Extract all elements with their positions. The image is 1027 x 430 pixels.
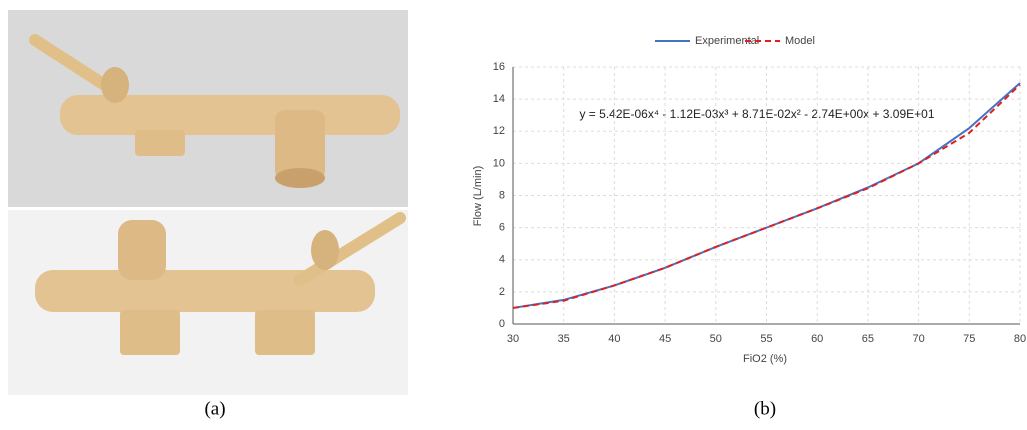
legend-label: Experimental xyxy=(695,35,759,47)
photo-bottom xyxy=(8,210,408,395)
panel-label: (a) xyxy=(204,398,225,419)
x-tick-label: 45 xyxy=(659,333,671,345)
x-tick-label: 35 xyxy=(558,333,570,345)
y-tick-label: 14 xyxy=(493,93,505,105)
y-tick-label: 12 xyxy=(493,125,505,137)
y-axis-label: Flow (L/min) xyxy=(472,166,484,227)
x-tick-label: 60 xyxy=(811,333,823,345)
x-tick-label: 50 xyxy=(710,333,722,345)
y-tick-label: 4 xyxy=(499,254,505,266)
line-series xyxy=(512,82,1021,309)
x-tick-label: 80 xyxy=(1014,333,1026,345)
x-tick-label: 55 xyxy=(760,333,772,345)
line-series xyxy=(512,83,1021,309)
equation: y = 5.42E-06x⁴ - 1.12E-03x³ + 8.71E-02x²… xyxy=(579,107,934,121)
x-tick-label: 70 xyxy=(912,333,924,345)
y-tick-label: 8 xyxy=(499,189,505,201)
legend-label: Model xyxy=(785,35,815,47)
x-tick-label: 30 xyxy=(507,333,519,345)
y-tick-label: 6 xyxy=(499,222,505,234)
photo-top xyxy=(8,10,408,207)
y-tick-label: 2 xyxy=(499,286,505,298)
x-tick-label: 40 xyxy=(608,333,620,345)
x-tick-label: 75 xyxy=(963,333,975,345)
y-tick-label: 16 xyxy=(493,61,505,73)
y-tick-label: 0 xyxy=(499,318,505,330)
x-axis-label: FiO2 (%) xyxy=(743,353,787,365)
panel-label: (b) xyxy=(754,398,776,419)
y-tick-label: 10 xyxy=(493,157,505,169)
x-tick-label: 65 xyxy=(862,333,874,345)
